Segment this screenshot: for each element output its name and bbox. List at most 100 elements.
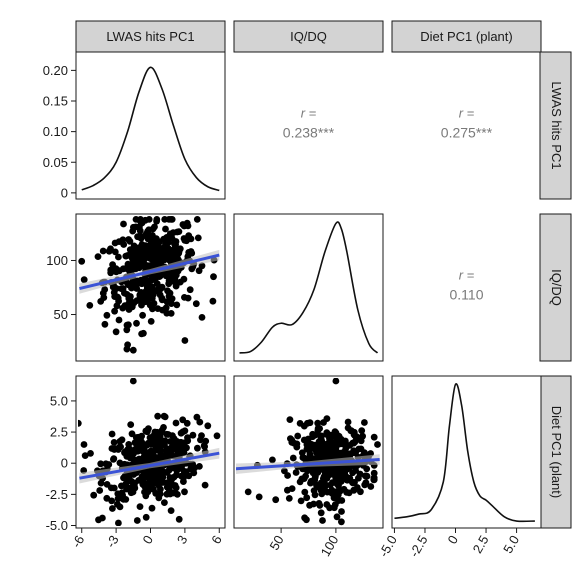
scatter-point <box>149 305 156 313</box>
scatter-point <box>322 442 330 450</box>
scatter-points <box>78 216 220 354</box>
scatter-point <box>367 483 375 490</box>
scatter-point <box>133 319 140 327</box>
y-tick-label: 0.05 <box>43 155 68 170</box>
strip-row-2-label: IQ/DQ <box>549 269 564 306</box>
scatter-point <box>361 419 368 426</box>
scatter-point <box>96 487 104 494</box>
scatter-point <box>328 486 336 494</box>
scatter-point <box>107 266 115 274</box>
corr-label: r = <box>459 106 475 121</box>
scatter-point <box>315 500 323 507</box>
scatter-point <box>189 431 197 439</box>
scatter-point <box>167 310 175 317</box>
panel-corr-lwas-diet: r = 0.275*** <box>441 106 493 141</box>
scatter-point <box>107 484 115 492</box>
strip-col-2-label: IQ/DQ <box>290 29 327 44</box>
scatter-point <box>338 497 346 504</box>
scatter-point <box>127 471 135 479</box>
strip-col-1-label: LWAS hits PC1 <box>106 29 194 44</box>
density-curve <box>394 383 535 523</box>
x-tick-label: -6 <box>69 533 88 551</box>
scatter-point <box>113 302 121 310</box>
scatter-point <box>120 474 127 482</box>
scatter-point <box>86 302 94 309</box>
regression-line <box>236 458 380 471</box>
strip-col-1 <box>75 20 226 53</box>
scatter-point <box>301 454 309 462</box>
scatter-point <box>162 225 169 233</box>
panel-frame <box>75 51 226 200</box>
scatter-point <box>124 260 132 268</box>
scatter-point <box>317 435 325 442</box>
strip-row-1 <box>539 51 572 200</box>
scatter-point <box>357 437 365 445</box>
scatter-point <box>324 448 331 455</box>
scatter-point <box>333 438 340 446</box>
scatter-point <box>345 489 353 497</box>
scatter-point <box>78 257 86 265</box>
scatter-point <box>161 216 169 223</box>
scatter-point <box>137 243 144 251</box>
strip-row-2 <box>539 213 572 362</box>
scatter-point <box>147 318 155 325</box>
scatter-point <box>172 419 180 427</box>
scatter-point <box>272 496 280 504</box>
scatter-point <box>293 440 301 448</box>
scatter-point <box>166 452 174 460</box>
scatter-point <box>150 300 158 307</box>
scatter-point <box>146 254 154 262</box>
scatter-point <box>102 460 110 468</box>
strip-col-3 <box>391 20 542 53</box>
scatter-point <box>101 320 109 328</box>
y-tick-label: -5.0 <box>46 518 68 533</box>
scatter-point <box>139 311 147 319</box>
panel-scatter-iq-diet <box>233 375 384 529</box>
scatter-point <box>210 273 217 281</box>
scatter-point <box>285 495 293 502</box>
x-tick-label: 3 <box>174 533 191 547</box>
x-tick-label: 50 <box>266 533 286 553</box>
scatter-point <box>121 449 128 457</box>
scatter-point <box>314 419 322 427</box>
scatter-point <box>142 427 150 435</box>
scatter-point <box>342 473 350 481</box>
scatter-point <box>157 430 164 437</box>
scatter-point <box>103 494 111 502</box>
scatter-point <box>194 234 202 242</box>
scatter-point <box>309 433 316 441</box>
scatter-point <box>130 263 138 271</box>
panel-corr-iq-diet: r = 0.110 <box>450 268 484 303</box>
y-tick-label: 0.10 <box>43 124 68 139</box>
y-axis-row-1: 0 0.05 0.10 0.15 0.20 <box>43 63 76 200</box>
scatter-point <box>124 252 131 259</box>
scatter-point <box>313 449 320 456</box>
scatter-point <box>269 456 276 464</box>
scatter-point <box>131 479 139 487</box>
x-tick-label: -3 <box>103 533 122 551</box>
scatter-point <box>209 297 217 305</box>
scatter-point <box>120 220 127 228</box>
scatter-point <box>317 509 325 517</box>
scatter-point <box>110 455 118 463</box>
scatter-point <box>350 439 358 447</box>
left-axes: 0 0.05 0.10 0.15 0.20 50 100 -5.0 -2.5 0 2.5 5.0 <box>43 63 76 533</box>
corr-label: r = <box>301 106 317 121</box>
scatter-point <box>111 307 118 315</box>
panel-density-iq <box>233 213 384 362</box>
scatter-point <box>152 237 160 245</box>
scatter-point <box>129 227 137 235</box>
scatter-point <box>175 248 183 256</box>
scatter-point <box>115 238 123 246</box>
scatter-point <box>160 424 167 431</box>
scatter-point <box>127 421 135 428</box>
y-tick-label: 2.5 <box>50 425 68 440</box>
strip-row-1-label: LWAS hits PC1 <box>549 81 564 169</box>
scatter-point <box>148 262 155 269</box>
scatter-point <box>163 430 171 438</box>
scatter-point <box>139 278 146 285</box>
scatter-point <box>338 508 345 515</box>
scatter-point <box>167 269 175 276</box>
scatter-point <box>194 444 201 452</box>
scatter-point <box>168 300 175 307</box>
